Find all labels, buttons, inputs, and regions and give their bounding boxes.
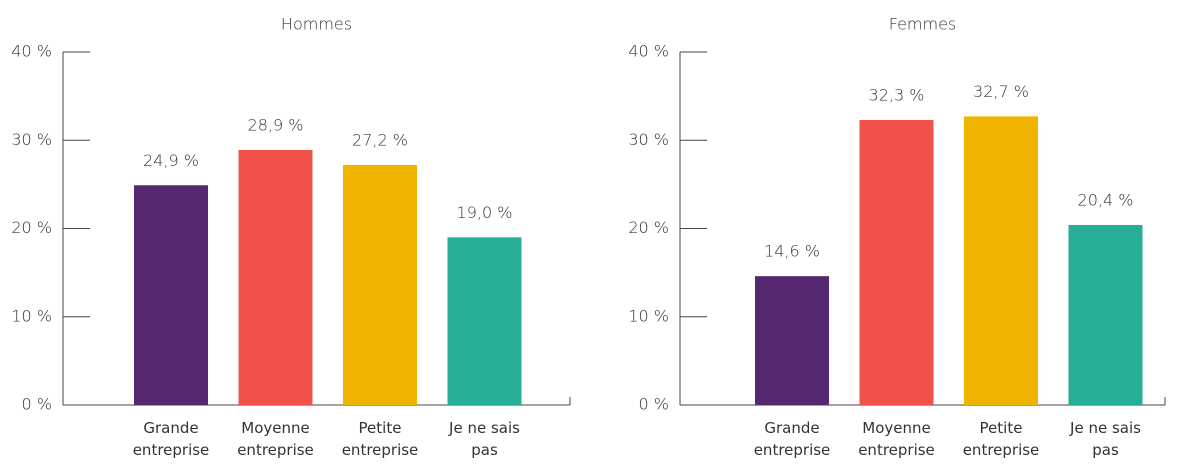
x-tick-label-box: Je ne sais pas (1070, 419, 1141, 459)
chart-title: Femmes (889, 15, 957, 34)
x-tick-label: Moyenne entreprise (858, 419, 935, 459)
x-tick-label-box: Moyenne entreprise (858, 419, 935, 459)
y-tick-label: 30 % (628, 130, 669, 149)
y-tick-label: 0 % (639, 395, 669, 414)
bar (755, 276, 829, 405)
chart-title: Hommes (281, 15, 352, 34)
bar (134, 185, 208, 405)
x-tick-label: Grande entreprise (132, 419, 210, 459)
data-label: 20,4 % (1078, 190, 1134, 209)
x-tick-label: Petite entreprise (962, 419, 1040, 459)
bar (859, 119, 934, 405)
y-tick-label: 10 % (11, 306, 52, 325)
x-tick-label-box: Je ne sais pas (449, 419, 520, 459)
y-tick-label: 10 % (628, 306, 669, 325)
data-label: 24,9 % (143, 151, 199, 170)
x-tick-label-box: Petite entreprise (962, 419, 1040, 459)
x-tick-label: Moyenne entreprise (237, 419, 314, 459)
data-label: 27,2 % (352, 130, 408, 149)
data-label: 32,7 % (973, 82, 1029, 101)
data-label: 28,9 % (248, 115, 304, 134)
y-tick-label: 20 % (628, 218, 669, 237)
x-tick-label-box: Grande entreprise (753, 419, 831, 459)
y-tick-label: 20 % (11, 218, 52, 237)
data-label: 32,3 % (869, 85, 925, 104)
bar (238, 149, 313, 405)
y-tick-label: 30 % (11, 130, 52, 149)
x-tick-label: Petite entreprise (341, 419, 419, 459)
bar (964, 116, 1038, 406)
x-tick-label: Je ne sais pas (1070, 419, 1141, 459)
y-tick-label: 0 % (22, 395, 52, 414)
x-tick-label: Je ne sais pas (449, 419, 520, 459)
y-tick-label: 40 % (11, 42, 52, 61)
bar (1068, 224, 1143, 405)
x-tick-label-box: Petite entreprise (341, 419, 419, 459)
x-tick-label-box: Grande entreprise (132, 419, 210, 459)
data-label: 14,6 % (764, 242, 820, 261)
y-tick-label: 40 % (628, 42, 669, 61)
bar (447, 237, 522, 405)
data-label: 19,0 % (457, 203, 513, 222)
x-tick-label: Grande entreprise (753, 419, 831, 459)
bar (343, 164, 417, 405)
x-tick-label-box: Moyenne entreprise (237, 419, 314, 459)
